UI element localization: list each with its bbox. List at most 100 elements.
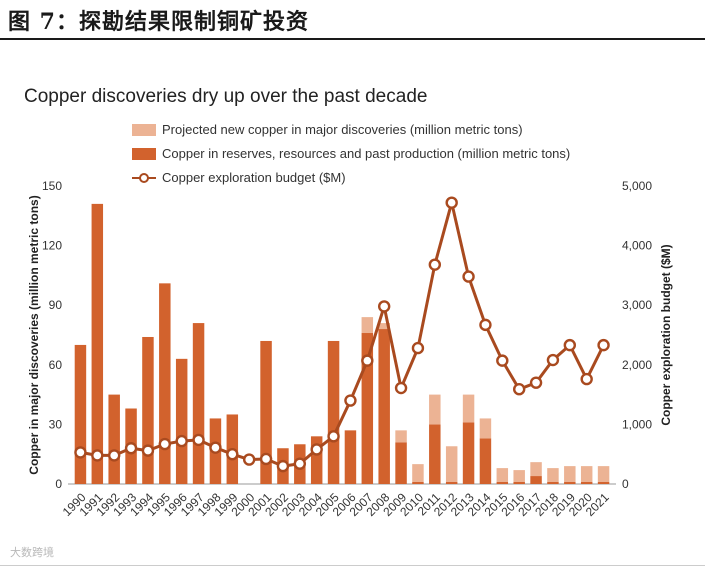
bar-projected-2019 bbox=[564, 466, 576, 483]
bar-projected-2020 bbox=[580, 466, 593, 483]
bar-reserves-2019 bbox=[564, 482, 576, 484]
budget-point-2005 bbox=[327, 430, 340, 443]
legend-item-budget: Copper exploration budget ($M) bbox=[132, 170, 570, 194]
y-left-tick-label: 30 bbox=[49, 417, 63, 431]
budget-point-1999 bbox=[226, 448, 239, 461]
bar-reserves-2013 bbox=[462, 422, 475, 484]
bar-projected-2007 bbox=[361, 317, 374, 334]
bar-projected-2011 bbox=[429, 394, 441, 425]
bar-reserves-1990 bbox=[74, 344, 87, 484]
bar-projected-2008 bbox=[378, 323, 390, 330]
watermark: 大数跨境 bbox=[10, 547, 54, 559]
bar-projected-2009 bbox=[395, 430, 407, 443]
budget-point-2008 bbox=[377, 300, 391, 313]
budget-point-2018 bbox=[546, 353, 560, 367]
budget-point-2015 bbox=[496, 354, 509, 367]
bar-reserves-1996 bbox=[175, 358, 188, 484]
budget-point-1998 bbox=[209, 441, 222, 454]
budget-point-2014 bbox=[479, 318, 492, 332]
bar-reserves-2004 bbox=[310, 436, 323, 484]
budget-point-2001 bbox=[259, 452, 273, 466]
legend-label-reserves: Copper in reserves, resources and past p… bbox=[162, 146, 571, 161]
footer-divider bbox=[0, 565, 705, 566]
budget-point-2003 bbox=[293, 457, 307, 470]
legend-item-reserves: Copper in reserves, resources and past p… bbox=[132, 146, 570, 170]
bar-reserves-1991 bbox=[91, 203, 104, 484]
y-right-axis-title: Copper exploration budget ($M) bbox=[659, 244, 673, 425]
y-right-tick-label: 2,000 bbox=[622, 358, 652, 372]
bar-reserves-2010 bbox=[412, 482, 424, 484]
budget-point-2006 bbox=[344, 394, 357, 407]
bar-projected-2015 bbox=[496, 468, 509, 483]
bar-reserves-2008 bbox=[378, 329, 390, 484]
budget-point-2004 bbox=[310, 443, 323, 456]
budget-point-1995 bbox=[158, 437, 172, 451]
bar-projected-2013 bbox=[462, 394, 475, 423]
budget-point-2019 bbox=[563, 338, 577, 352]
budget-point-1990 bbox=[74, 446, 87, 459]
y-right-tick-label: 0 bbox=[622, 477, 629, 491]
budget-point-1993 bbox=[124, 442, 138, 455]
legend-swatch-reserves bbox=[132, 147, 156, 160]
legend-item-projected: Projected new copper in major discoverie… bbox=[132, 122, 570, 146]
figure-header: 图 7：探勘结果限制铜矿投资 bbox=[0, 0, 705, 40]
bar-reserves-1992 bbox=[108, 394, 120, 484]
budget-point-1991 bbox=[91, 449, 104, 462]
bar-reserves-2018 bbox=[547, 482, 559, 484]
y-right-tick-label: 1,000 bbox=[622, 417, 652, 431]
budget-point-2016 bbox=[512, 383, 526, 396]
budget-point-1996 bbox=[175, 434, 188, 448]
bar-reserves-2005 bbox=[327, 340, 340, 484]
y-right-tick-label: 5,000 bbox=[622, 179, 652, 193]
bar-projected-2021 bbox=[597, 466, 610, 483]
legend-swatch-projected bbox=[132, 123, 156, 136]
bar-reserves-1997 bbox=[192, 323, 205, 484]
bar-reserves-2014 bbox=[479, 438, 492, 484]
legend-line-marker-icon bbox=[132, 172, 156, 183]
bar-projected-2012 bbox=[445, 446, 458, 483]
y-left-tick-label: 0 bbox=[55, 477, 62, 491]
bar-reserves-2009 bbox=[395, 442, 407, 484]
y-left-tick-label: 90 bbox=[49, 298, 63, 312]
budget-point-1994 bbox=[141, 444, 155, 457]
legend-label-projected: Projected new copper in major discoverie… bbox=[162, 122, 523, 137]
bar-reserves-2011 bbox=[429, 424, 441, 484]
bar-reserves-2016 bbox=[513, 482, 525, 484]
budget-point-2011 bbox=[428, 258, 442, 271]
bar-projected-2016 bbox=[513, 470, 525, 483]
y-left-tick-label: 120 bbox=[42, 239, 62, 253]
bar-reserves-2012 bbox=[445, 482, 458, 484]
budget-point-2000 bbox=[242, 453, 256, 466]
bar-projected-2017 bbox=[530, 462, 542, 477]
budget-point-2009 bbox=[394, 381, 408, 395]
bar-reserves-2007 bbox=[361, 333, 374, 484]
legend-label-budget: Copper exploration budget ($M) bbox=[162, 170, 346, 185]
budget-point-1997 bbox=[192, 433, 205, 447]
bar-reserves-1994 bbox=[142, 336, 154, 484]
y-right-tick-label: 3,000 bbox=[622, 298, 652, 312]
bar-reserves-2020 bbox=[580, 482, 593, 484]
bar-projected-2010 bbox=[412, 464, 424, 483]
y-left-tick-label: 60 bbox=[49, 358, 63, 372]
budget-point-2021 bbox=[597, 338, 610, 352]
y-right-tick-label: 4,000 bbox=[622, 239, 652, 253]
budget-point-2017 bbox=[529, 376, 543, 389]
budget-point-2010 bbox=[411, 341, 425, 355]
chart-legend: Projected new copper in major discoverie… bbox=[132, 122, 570, 194]
y-left-axis-title: Copper in major discoveries (million met… bbox=[27, 195, 41, 474]
budget-line bbox=[80, 201, 605, 468]
chart-title: Copper discoveries dry up over the past … bbox=[24, 86, 428, 107]
bar-projected-2018 bbox=[547, 468, 559, 483]
bar-reserves-2015 bbox=[496, 482, 509, 484]
bar-reserves-2021 bbox=[597, 482, 610, 484]
figure-title: 图 7：探勘结果限制铜矿投资 bbox=[8, 9, 309, 35]
bar-reserves-1995 bbox=[159, 283, 171, 484]
bar-projected-2014 bbox=[479, 418, 492, 439]
budget-point-1992 bbox=[107, 449, 121, 462]
y-left-tick-label: 150 bbox=[42, 179, 62, 193]
budget-point-2012 bbox=[445, 196, 458, 209]
bar-reserves-2006 bbox=[344, 430, 357, 484]
bar-reserves-2001 bbox=[260, 340, 272, 484]
budget-point-2020 bbox=[580, 372, 593, 386]
